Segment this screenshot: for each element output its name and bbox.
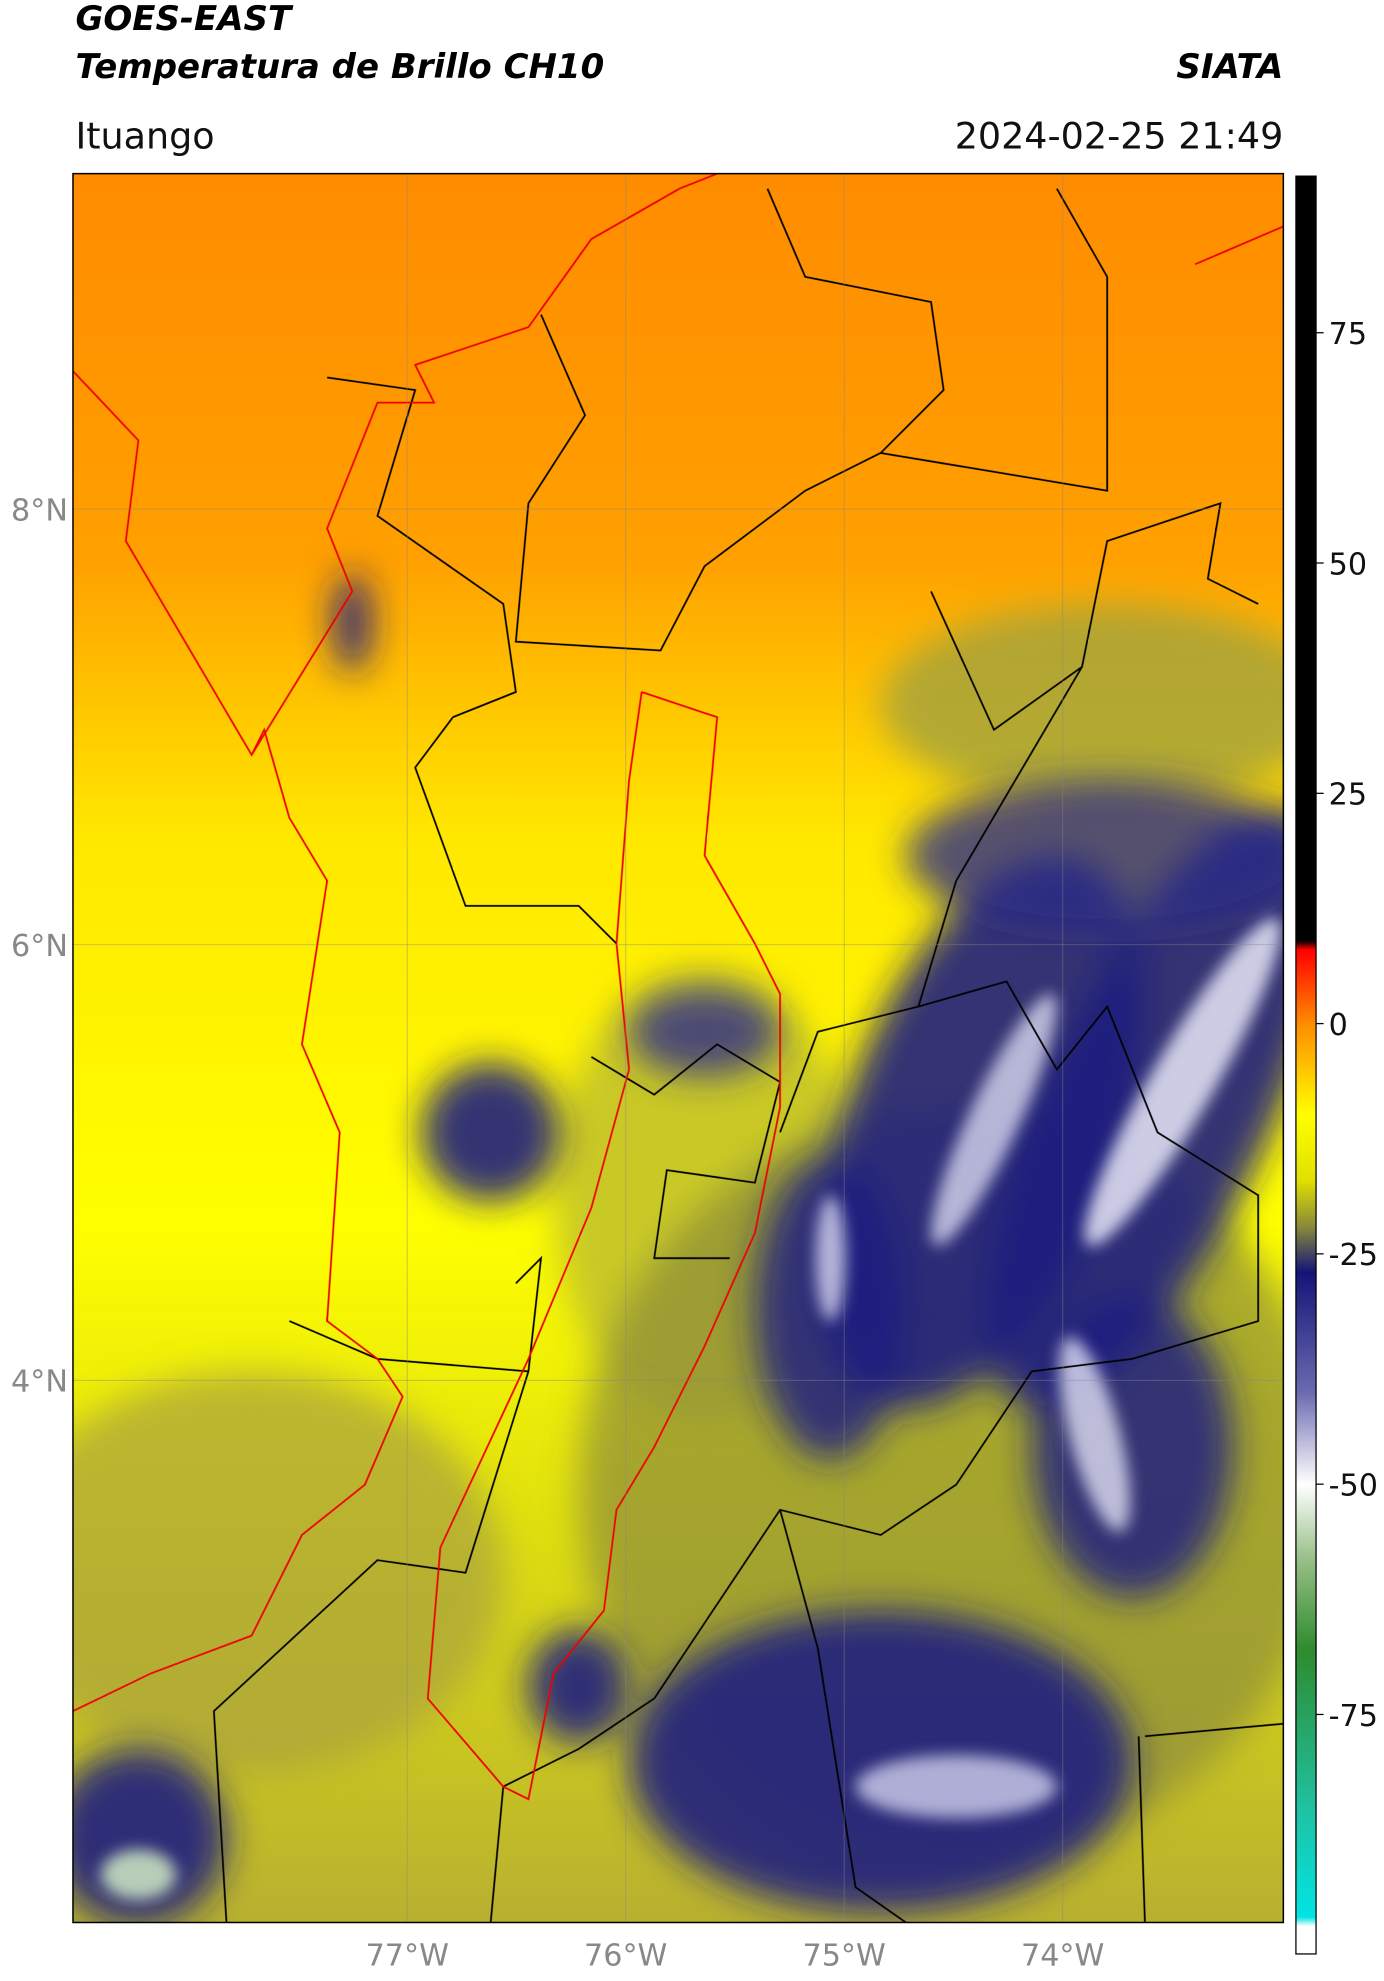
colorbar-tick-label: -75: [1329, 1699, 1378, 1734]
location: Ituango: [75, 114, 214, 157]
coastline-and-municipality: [72, 173, 1284, 1801]
cold-cores: [100, 917, 1281, 1900]
graticule: 77°W 76°W 75°W 74°W 4°N 6°N 8°N: [11, 173, 1284, 1973]
x-tick-label: 76°W: [584, 1938, 667, 1973]
colorbar-tick-label: 75: [1329, 317, 1367, 352]
cloud-tops: [72, 572, 1284, 1923]
colorbar-tick-label: -50: [1329, 1468, 1378, 1503]
y-tick-label: 8°N: [11, 493, 68, 528]
y-tick-label: 4°N: [11, 1365, 68, 1400]
datetime: 2024-02-25 21:49: [955, 114, 1284, 157]
colorbar-tick-label: -25: [1329, 1238, 1378, 1273]
admin-borders: [212, 188, 1284, 1923]
colorbar-tick-label: 50: [1329, 547, 1367, 582]
colorbar: -75 -50 -25 0 25 50 75: [1295, 175, 1378, 1955]
colorbar-tick-label: 0: [1329, 1008, 1348, 1043]
title: GOES-EAST: [75, 0, 293, 39]
subtitle: Temperatura de Brillo CH10: [75, 47, 604, 87]
y-tick-label: 6°N: [11, 929, 68, 964]
colorbar-tick-label: 25: [1329, 778, 1367, 813]
map-field: [72, 173, 1284, 1923]
x-tick-label: 77°W: [366, 1938, 449, 1973]
x-tick-label: 75°W: [803, 1938, 886, 1973]
x-tick-label: 74°W: [1021, 1938, 1104, 1973]
brand: SIATA: [1176, 47, 1283, 87]
colorbar-fill: [1295, 175, 1317, 1955]
map-frame: [72, 172, 1285, 1924]
